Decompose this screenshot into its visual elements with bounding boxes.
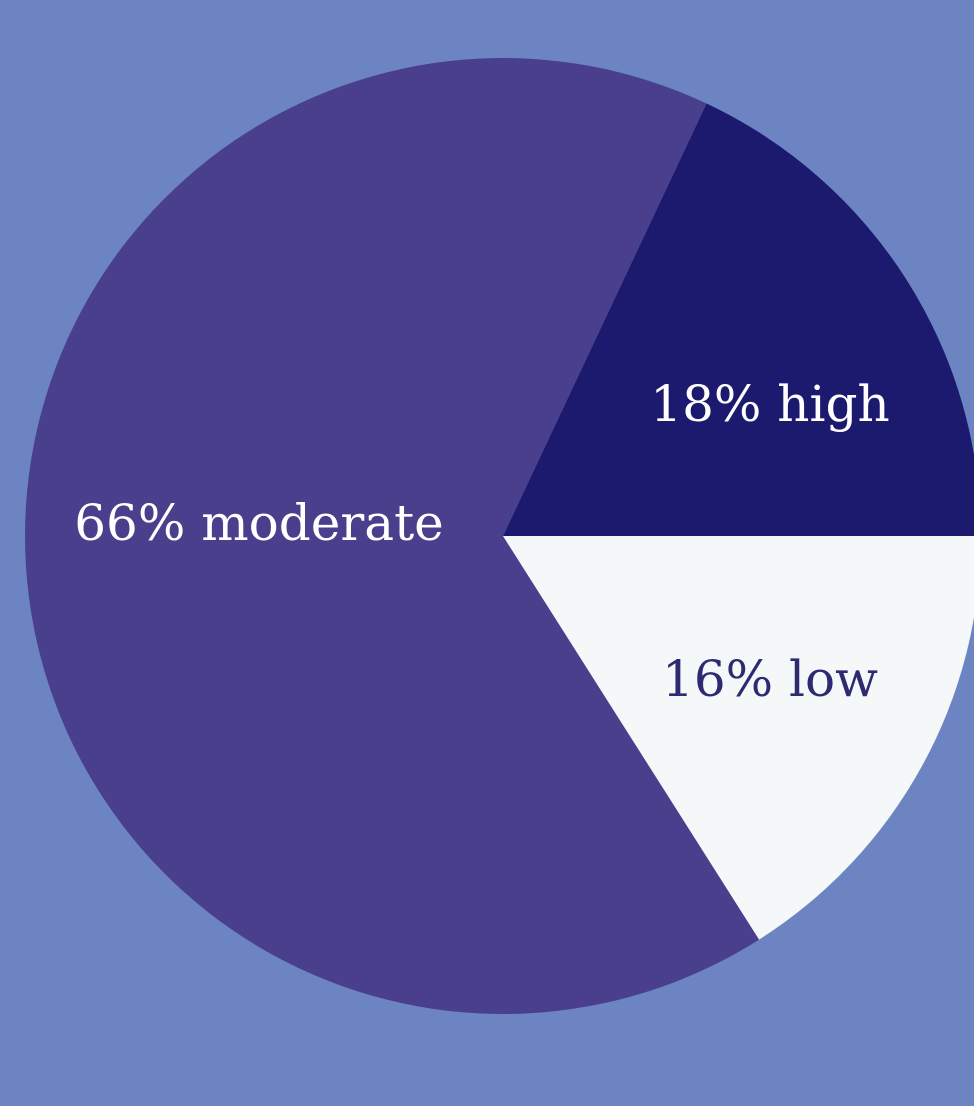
pie-slice-low bbox=[503, 536, 974, 940]
pie-label-low: 16% low bbox=[662, 650, 878, 708]
pie-label-high: 18% high bbox=[650, 375, 889, 433]
pie-labels: 18% high 66% moderate 16% low bbox=[74, 375, 889, 708]
pie-label-moderate: 66% moderate bbox=[74, 494, 444, 552]
pie-slice-high bbox=[503, 103, 974, 536]
pie-slices bbox=[24, 57, 974, 1014]
pie-slice-moderate bbox=[24, 57, 760, 1014]
